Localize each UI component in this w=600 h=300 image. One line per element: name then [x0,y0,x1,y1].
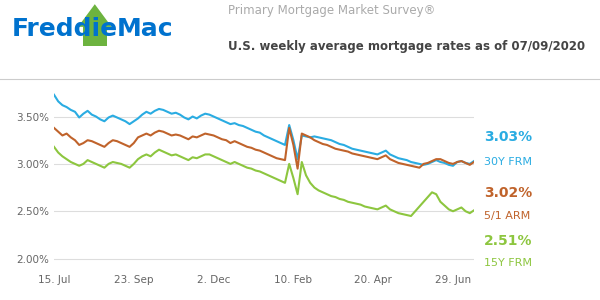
Text: Freddie: Freddie [12,17,118,41]
Text: 3.02%: 3.02% [484,186,532,200]
FancyBboxPatch shape [83,26,107,46]
Text: 15Y FRM: 15Y FRM [484,258,532,268]
Text: 5/1 ARM: 5/1 ARM [484,211,530,221]
Text: 2.51%: 2.51% [484,234,533,248]
Text: U.S. weekly average mortgage rates as of 07/09/2020: U.S. weekly average mortgage rates as of… [228,40,585,53]
Text: Mac: Mac [117,17,173,41]
Text: 3.03%: 3.03% [484,130,532,144]
Polygon shape [78,4,112,27]
Text: 30Y FRM: 30Y FRM [484,157,532,167]
Text: Primary Mortgage Market Survey®: Primary Mortgage Market Survey® [228,4,436,17]
